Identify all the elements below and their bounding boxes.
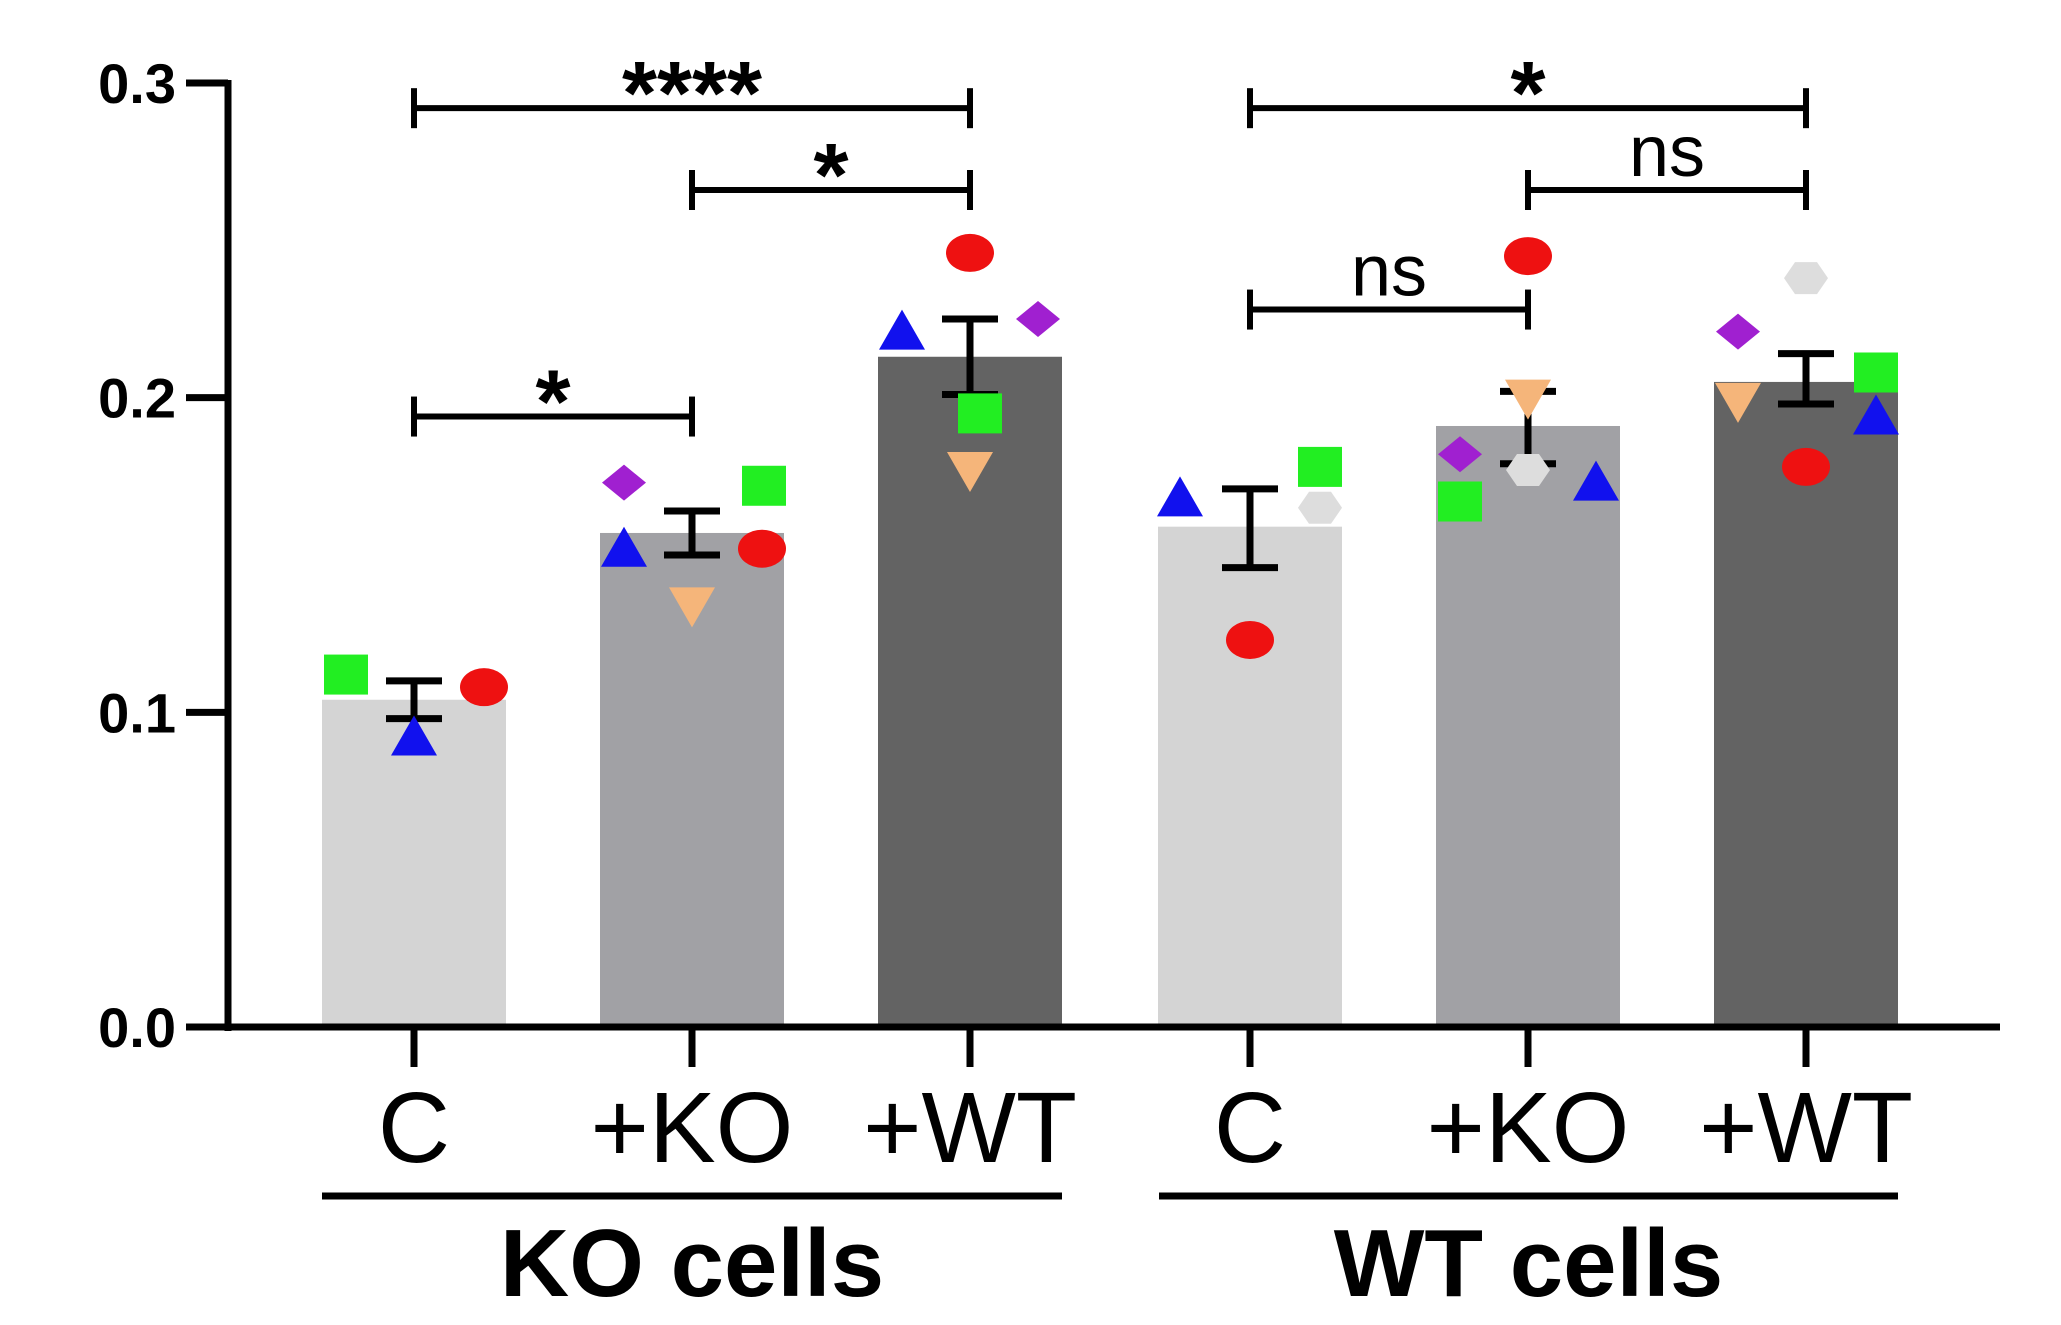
data-point-circle — [1226, 620, 1274, 659]
y-tick-label: 0.3 — [98, 52, 176, 115]
data-point-hexagon — [1784, 262, 1828, 295]
data-point-diamond — [1716, 313, 1760, 350]
significance-label: * — [1510, 44, 1545, 144]
data-point-diamond — [602, 464, 646, 501]
error-bar — [1222, 485, 1278, 572]
data-point-circle — [946, 233, 994, 272]
significance-bracket — [1525, 169, 1809, 210]
bar-wt-plus-ko — [1436, 425, 1620, 1027]
y-tick-label: 0.2 — [98, 367, 176, 430]
data-point-circle — [1782, 447, 1830, 486]
bars-layer — [322, 356, 1898, 1027]
data-point-triangle-up — [1157, 476, 1203, 517]
significance-bracket — [689, 169, 973, 210]
group-label: KO cells — [500, 1210, 884, 1317]
data-point-square — [1438, 481, 1482, 522]
x-category-label: +KO — [1427, 1072, 1630, 1184]
data-point-circle — [738, 529, 786, 568]
data-points-layer — [324, 233, 1899, 756]
significance-label: * — [535, 353, 570, 453]
data-point-triangle-down — [669, 587, 715, 628]
data-point-square — [324, 654, 368, 695]
x-category-label: +KO — [591, 1072, 794, 1184]
y-tick-label: 0.0 — [98, 996, 176, 1059]
error-bar — [664, 507, 720, 559]
significance-bracket — [411, 396, 695, 437]
y-tick-label: 0.1 — [98, 681, 176, 744]
significance-label: * — [813, 126, 848, 226]
data-point-triangle-up — [879, 309, 925, 350]
data-point-triangle-up — [391, 715, 437, 756]
data-point-circle — [460, 668, 508, 707]
data-point-square — [958, 393, 1002, 434]
data-point-square — [742, 465, 786, 506]
group-label: WT cells — [1334, 1210, 1723, 1317]
bar-wt-plus-wt — [1714, 381, 1898, 1027]
significance-label: ns — [1351, 232, 1427, 312]
significance-label: ns — [1629, 112, 1705, 192]
error-bar — [1778, 350, 1834, 408]
data-point-triangle-up — [601, 526, 647, 567]
data-point-triangle-up — [1853, 394, 1899, 435]
data-point-square — [1298, 446, 1342, 487]
data-point-triangle-down — [947, 452, 993, 493]
axes-layer: 0.0 0.1 0.2 0.3 — [98, 52, 2000, 1067]
bar-wt-c — [1158, 526, 1342, 1027]
significance-bracket — [1247, 289, 1531, 330]
x-category-label: +WT — [1699, 1072, 1913, 1184]
significance-label: **** — [622, 44, 762, 144]
axes — [224, 80, 2000, 1031]
x-category-label: C — [378, 1072, 450, 1184]
data-point-triangle-down — [1715, 382, 1761, 423]
significance-bracket — [411, 88, 973, 129]
data-point-square — [1854, 352, 1898, 393]
labels-layer: C +KO +WT C +KO +WT KO cells WT cells — [322, 1072, 1913, 1317]
x-category-label: C — [1214, 1072, 1286, 1184]
data-point-hexagon — [1506, 454, 1550, 487]
data-point-triangle-down — [1505, 379, 1551, 420]
data-point-diamond — [1016, 301, 1060, 337]
data-point-hexagon — [1298, 491, 1342, 524]
data-point-circle — [1504, 237, 1552, 276]
data-point-triangle-up — [1573, 460, 1619, 501]
significance-bracket — [1247, 88, 1809, 129]
data-point-diamond — [1438, 436, 1482, 473]
x-category-label: +WT — [863, 1072, 1077, 1184]
